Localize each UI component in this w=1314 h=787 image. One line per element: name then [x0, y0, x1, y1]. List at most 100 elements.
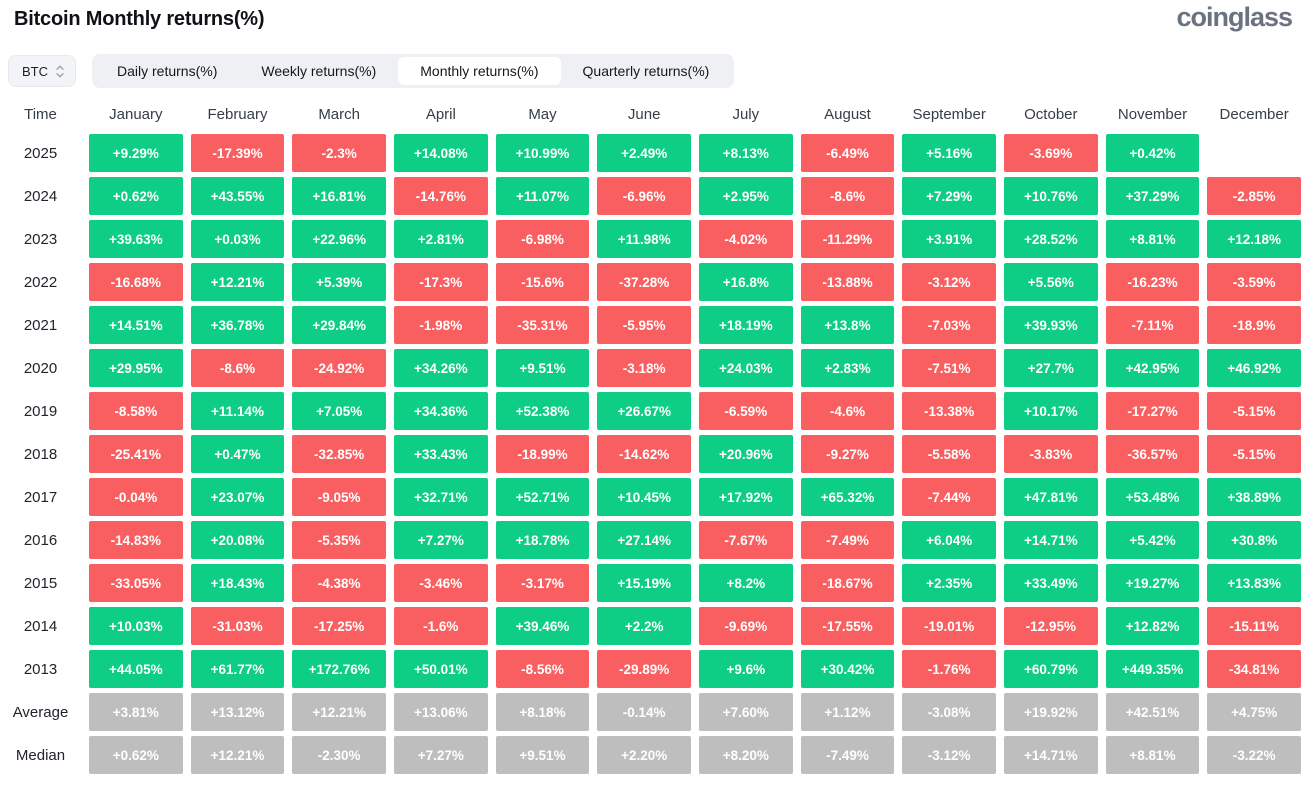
return-cell: +3.91% [902, 220, 996, 258]
return-cell: -34.81% [1207, 650, 1301, 688]
return-cell: -5.15% [1207, 392, 1301, 430]
return-cell: +5.56% [1003, 263, 1098, 301]
table-row-2020: 2020 +29.95% -8.6% -24.92% +34.26% +9.51% -3.1… [0, 349, 1301, 387]
table-row-2018: 2018 -25.41% +0.47% -32.85% +33.43% -18.99% -1… [0, 435, 1301, 473]
return-cell: -8.56% [495, 650, 590, 688]
tab-daily-returns[interactable]: Daily returns(%) [117, 63, 218, 79]
return-cell: +12.21% [190, 263, 285, 301]
return-cell: +22.96% [292, 220, 386, 258]
return-cell: -25.41% [89, 435, 183, 473]
return-cell: -7.03% [902, 306, 996, 344]
return-cell: +2.49% [597, 134, 691, 172]
return-cell: +14.08% [393, 134, 488, 172]
return-cell: -8.6% [190, 349, 285, 387]
return-cell: -3.59% [1207, 263, 1301, 301]
return-cell: +2.2% [597, 607, 691, 645]
return-cell: +14.71% [1003, 521, 1098, 559]
tab-weekly-returns[interactable]: Weekly returns(%) [261, 63, 377, 79]
return-cell: +9.51% [495, 349, 590, 387]
return-cell: -3.18% [597, 349, 691, 387]
return-cell: +11.07% [495, 177, 590, 215]
column-header-november: November [1117, 105, 1188, 123]
return-cell: -31.03% [190, 607, 285, 645]
table-row-2025: 2025 +9.29% -17.39% -2.3% +14.08% +10.99% +2.4… [0, 134, 1301, 172]
return-cell: +10.17% [1003, 392, 1098, 430]
return-cell: -18.67% [800, 564, 895, 602]
return-cell: -4.02% [698, 220, 793, 258]
symbol-selector[interactable]: BTC [8, 55, 76, 87]
column-header-december: December [1219, 105, 1289, 123]
return-cell: +52.71% [495, 478, 590, 516]
return-cell: -3.69% [1003, 134, 1098, 172]
return-cell: -0.04% [89, 478, 183, 516]
return-cell: +9.29% [89, 134, 183, 172]
return-cell: -17.27% [1105, 392, 1200, 430]
return-cell: -7.51% [902, 349, 996, 387]
table-row-2024: 2024 +0.62% +43.55% +16.81% -14.76% +11.07% -6… [0, 177, 1301, 215]
return-cell: -13.38% [902, 392, 996, 430]
tab-monthly-returns[interactable]: Monthly returns(%) [398, 57, 561, 85]
return-cell: +16.81% [292, 177, 386, 215]
return-cell: +10.76% [1003, 177, 1098, 215]
return-cell: -16.68% [89, 263, 183, 301]
row-label: 2023 [23, 230, 58, 248]
return-cell: +65.32% [800, 478, 895, 516]
return-cell: +13.83% [1207, 564, 1301, 602]
return-cell: -17.39% [190, 134, 285, 172]
row-label: 2015 [23, 574, 58, 592]
return-cell: -5.15% [1207, 435, 1301, 473]
row-label: 2020 [23, 359, 58, 377]
row-label: 2014 [23, 617, 58, 635]
tab-quarterly-returns[interactable]: Quarterly returns(%) [582, 63, 710, 79]
return-cell: +9.6% [698, 650, 793, 688]
return-cell: +9.51% [495, 736, 590, 774]
return-cell: -24.92% [292, 349, 386, 387]
return-cell: -5.58% [902, 435, 996, 473]
return-cell: +8.81% [1105, 220, 1200, 258]
topbar: Bitcoin Monthly returns(%) coinglass [0, 0, 1314, 46]
return-cell: +61.77% [190, 650, 285, 688]
return-cell: +7.60% [698, 693, 793, 731]
return-cell: +13.06% [393, 693, 488, 731]
return-cell: +18.19% [698, 306, 793, 344]
return-cell: -3.22% [1207, 736, 1301, 774]
column-header-march: March [318, 105, 360, 123]
return-cell: +11.14% [190, 392, 285, 430]
return-cell: +2.95% [698, 177, 793, 215]
return-cell: -29.89% [597, 650, 691, 688]
time-column-header: Time [24, 105, 57, 123]
return-cell: +46.92% [1207, 349, 1301, 387]
row-label: 2017 [23, 488, 58, 506]
return-cell: +10.99% [495, 134, 590, 172]
return-cell: +10.03% [89, 607, 183, 645]
return-cell: +27.14% [597, 521, 691, 559]
return-cell: +7.05% [292, 392, 386, 430]
return-cell: -14.83% [89, 521, 183, 559]
return-cell: +0.62% [89, 736, 183, 774]
table-row-2015: 2015 -33.05% +18.43% -4.38% -3.46% -3.17% +15.… [0, 564, 1301, 602]
return-cell: +39.93% [1003, 306, 1098, 344]
row-label: 2021 [23, 316, 58, 334]
return-cell: -6.59% [698, 392, 793, 430]
return-cell: -2.30% [292, 736, 386, 774]
table-row-2016: 2016 -14.83% +20.08% -5.35% +7.27% +18.78% +27… [0, 521, 1301, 559]
return-cell: +449.35% [1105, 650, 1200, 688]
return-cell: -32.85% [292, 435, 386, 473]
return-cell: -1.6% [393, 607, 488, 645]
return-cell: +20.08% [190, 521, 285, 559]
return-cell: +30.8% [1207, 521, 1301, 559]
return-cell: +5.42% [1105, 521, 1200, 559]
return-cell: +13.12% [190, 693, 285, 731]
return-cell: -6.96% [597, 177, 691, 215]
return-cell: -1.76% [902, 650, 996, 688]
return-cell: +24.03% [698, 349, 793, 387]
table-row-2021: 2021 +14.51% +36.78% +29.84% -1.98% -35.31% -5… [0, 306, 1301, 344]
return-cell: +4.75% [1207, 693, 1301, 731]
return-cell: +52.38% [495, 392, 590, 430]
return-cell: -14.76% [393, 177, 488, 215]
return-cell: +12.21% [190, 736, 285, 774]
return-cell: +34.26% [393, 349, 488, 387]
return-cell: -2.85% [1207, 177, 1301, 215]
return-cell: -4.6% [800, 392, 895, 430]
return-cell: -3.46% [393, 564, 488, 602]
